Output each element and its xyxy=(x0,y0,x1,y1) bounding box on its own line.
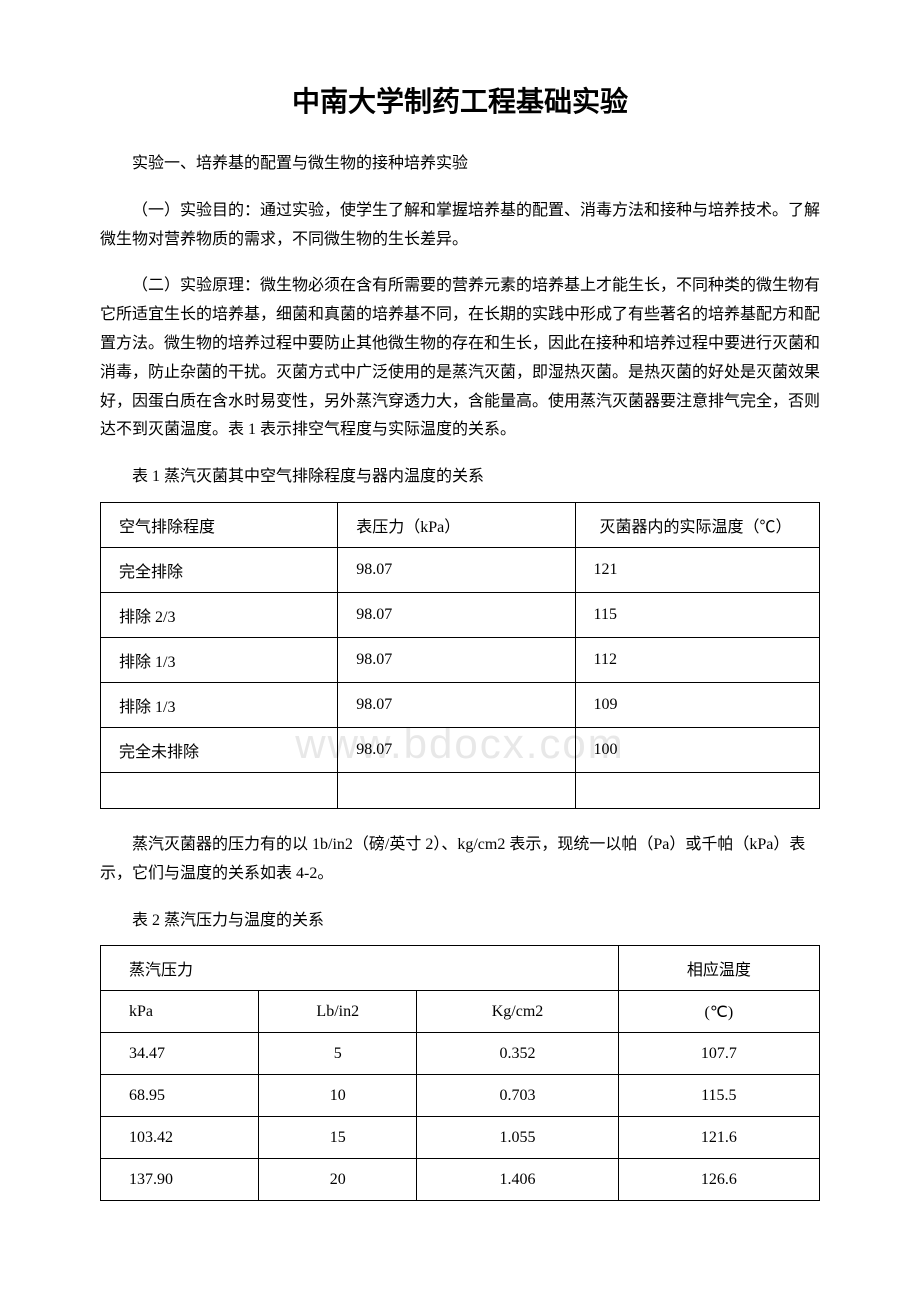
table-row: 完全排除 98.07 121 xyxy=(101,547,820,592)
table-cell: 10 xyxy=(259,1075,417,1117)
table-cell: 112 xyxy=(575,637,819,682)
table-header-cell: (℃) xyxy=(618,991,819,1033)
table-cell: 98.07 xyxy=(338,547,575,592)
table-cell: 115 xyxy=(575,592,819,637)
table-cell: 排除 1/3 xyxy=(101,637,338,682)
table-header-cell: 空气排除程度 xyxy=(101,502,338,547)
table-cell: 0.703 xyxy=(417,1075,618,1117)
table-row: 103.42 15 1.055 121.6 xyxy=(101,1117,820,1159)
table-header-row: 空气排除程度 表压力（kPa） 灭菌器内的实际温度（℃） xyxy=(101,502,820,547)
table-cell: 排除 1/3 xyxy=(101,682,338,727)
table-cell: 0.352 xyxy=(417,1033,618,1075)
table-cell: 20 xyxy=(259,1159,417,1201)
table-row: 排除 1/3 98.07 109 xyxy=(101,682,820,727)
section-heading: 实验一、培养基的配置与微生物的接种培养实验 xyxy=(100,150,820,179)
table-pressure-temperature: 蒸汽压力 相应温度 kPa Lb/in2 Kg/cm2 (℃) 34.47 5 … xyxy=(100,945,820,1201)
table-cell: 1.055 xyxy=(417,1117,618,1159)
table-row: 34.47 5 0.352 107.7 xyxy=(101,1033,820,1075)
table-cell: 121.6 xyxy=(618,1117,819,1159)
table-cell: 126.6 xyxy=(618,1159,819,1201)
table-cell: 排除 2/3 xyxy=(101,592,338,637)
table-row: 排除 1/3 98.07 112 xyxy=(101,637,820,682)
table-cell: 137.90 xyxy=(101,1159,259,1201)
table-cell: 98.07 xyxy=(338,682,575,727)
table-empty-row xyxy=(101,772,820,808)
table-header-cell: 表压力（kPa） xyxy=(338,502,575,547)
table-row: 68.95 10 0.703 115.5 xyxy=(101,1075,820,1117)
table-header-row: 蒸汽压力 相应温度 xyxy=(101,946,820,991)
table-cell: 15 xyxy=(259,1117,417,1159)
table2-caption: 表 2 蒸汽压力与温度的关系 xyxy=(100,907,820,936)
table-cell xyxy=(338,772,575,808)
table-cell: 107.7 xyxy=(618,1033,819,1075)
table-row: 排除 2/3 98.07 115 xyxy=(101,592,820,637)
table-cell: 98.07 xyxy=(338,637,575,682)
table-header-cell: Kg/cm2 xyxy=(417,991,618,1033)
table-air-exhaust: 空气排除程度 表压力（kPa） 灭菌器内的实际温度（℃） 完全排除 98.07 … xyxy=(100,502,820,809)
document-content: www.bdocx.com 中南大学制药工程基础实验 实验一、培养基的配置与微生… xyxy=(100,80,820,1201)
table-header-cell: 蒸汽压力 xyxy=(101,946,619,991)
table-cell xyxy=(575,772,819,808)
table-cell: 完全排除 xyxy=(101,547,338,592)
table-row: 137.90 20 1.406 126.6 xyxy=(101,1159,820,1201)
table-header-cell: 灭菌器内的实际温度（℃） xyxy=(575,502,819,547)
table-header-cell: kPa xyxy=(101,991,259,1033)
page-title: 中南大学制药工程基础实验 xyxy=(100,80,820,120)
table-cell: 121 xyxy=(575,547,819,592)
paragraph-purpose: （一）实验目的：通过实验，使学生了解和掌握培养基的配置、消毒方法和接种与培养技术… xyxy=(100,197,820,255)
table-cell xyxy=(101,772,338,808)
table-header-cell: 相应温度 xyxy=(618,946,819,991)
table-cell: 103.42 xyxy=(101,1117,259,1159)
table1-caption: 表 1 蒸汽灭菌其中空气排除程度与器内温度的关系 xyxy=(100,463,820,492)
table-cell: 34.47 xyxy=(101,1033,259,1075)
paragraph-pressure-note: 蒸汽灭菌器的压力有的以 1b/in2（磅/英寸 2）、kg/cm2 表示，现统一… xyxy=(100,831,820,889)
table-cell: 109 xyxy=(575,682,819,727)
table-subheader-row: kPa Lb/in2 Kg/cm2 (℃) xyxy=(101,991,820,1033)
table-cell: 115.5 xyxy=(618,1075,819,1117)
table-header-cell: Lb/in2 xyxy=(259,991,417,1033)
table-cell: 完全未排除 xyxy=(101,727,338,772)
table-cell: 98.07 xyxy=(338,727,575,772)
table-cell: 68.95 xyxy=(101,1075,259,1117)
table-cell: 1.406 xyxy=(417,1159,618,1201)
table-row: 完全未排除 98.07 100 xyxy=(101,727,820,772)
table-cell: 100 xyxy=(575,727,819,772)
paragraph-principle: （二）实验原理：微生物必须在含有所需要的营养元素的培养基上才能生长，不同种类的微… xyxy=(100,272,820,445)
table-cell: 98.07 xyxy=(338,592,575,637)
table-cell: 5 xyxy=(259,1033,417,1075)
